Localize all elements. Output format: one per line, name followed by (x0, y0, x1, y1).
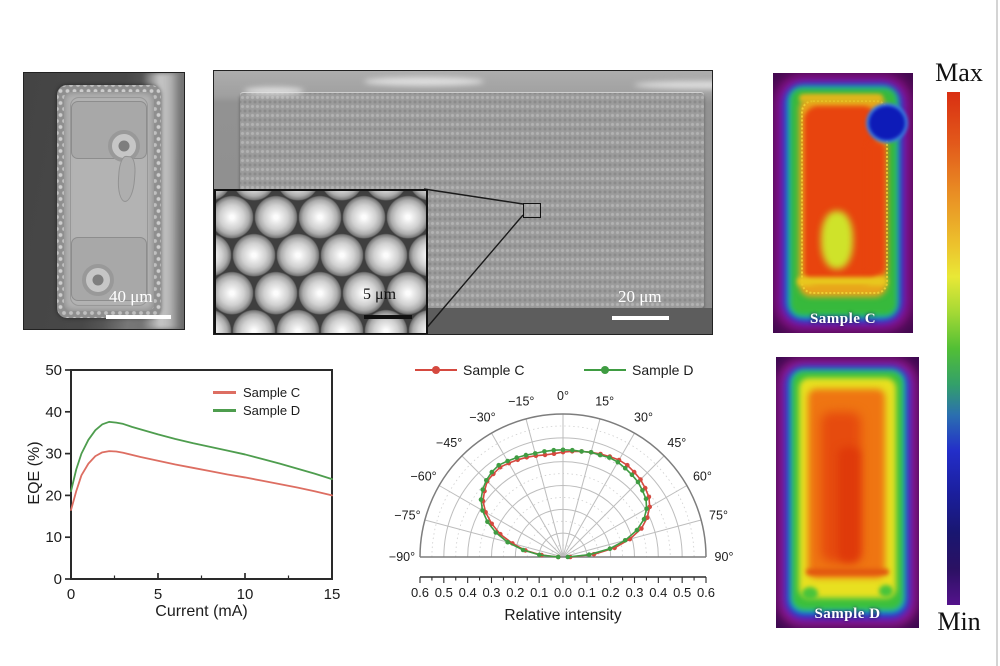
svg-text:10: 10 (237, 586, 254, 603)
eqe-y-axis-label: EQE (%) (26, 441, 43, 505)
svg-text:−30°: −30° (469, 411, 495, 425)
zoom-region-marker (523, 203, 541, 218)
polar-axis-label: Relative intensity (504, 607, 622, 624)
green-patch (879, 585, 893, 597)
svg-text:0.2: 0.2 (506, 585, 524, 600)
scale-bar (106, 315, 171, 319)
svg-text:10: 10 (45, 529, 62, 546)
polar-chart-canvas: −90° −75° −60° −45° −30° −15° 0° 15° 30° 45° 60° 75… (389, 389, 734, 600)
svg-text:0.6: 0.6 (411, 585, 429, 600)
intensity-map-sample-c: Sample C (773, 73, 913, 333)
intensity-colorbar (947, 92, 960, 605)
legend-entry-sample-d: Sample D (213, 403, 300, 418)
thermal-layer (838, 447, 860, 562)
intensity-map-sample-d: Sample D (776, 357, 919, 628)
svg-text:0.5: 0.5 (673, 585, 691, 600)
sample-c-dot (432, 366, 440, 374)
edge-highlight (244, 87, 304, 95)
svg-text:−90°: −90° (389, 550, 415, 564)
thermal-layer (868, 141, 886, 276)
thermal-band (806, 569, 889, 575)
svg-text:0.2: 0.2 (602, 585, 620, 600)
blue-low-intensity-spot (866, 103, 908, 143)
legend-entry-sample-c: Sample C (213, 385, 300, 400)
sample-c-line-swatch (415, 366, 457, 374)
sample-c-label: Sample C (809, 311, 877, 327)
sample-d-label: Sample D (814, 606, 881, 622)
eqe-chart-canvas: 0 5 10 15 0 10 20 30 40 50 (45, 362, 341, 603)
window-edge-line (996, 0, 998, 666)
thermal-band (797, 277, 887, 286)
svg-text:−45°: −45° (436, 436, 462, 450)
svg-text:90°: 90° (715, 550, 734, 564)
microlens-inset: 5 μm (214, 189, 428, 334)
radiation-pattern-chart: −90° −75° −60° −45° −30° −15° 0° 15° 30° 45° 60° 75… (385, 353, 734, 658)
svg-text:50: 50 (45, 362, 62, 379)
svg-text:5: 5 (154, 586, 162, 603)
eqe-chart: 0 5 10 15 0 10 20 30 40 50 EQE (%) Current (mA) S… (20, 355, 352, 645)
eqe-legend: Sample C Sample D (213, 385, 300, 418)
svg-text:−75°: −75° (394, 508, 420, 522)
svg-text:0: 0 (54, 571, 62, 588)
thermal-band (799, 94, 883, 102)
micro-led-device (57, 85, 161, 318)
svg-text:0°: 0° (557, 389, 569, 403)
sample-d-line-swatch (584, 366, 626, 374)
sample-d-dot (601, 366, 609, 374)
scale-bar-label: 40 μm (109, 287, 153, 306)
edge-highlight (634, 81, 712, 89)
top-contact-pad (71, 101, 147, 203)
svg-text:0.4: 0.4 (649, 585, 667, 600)
green-patch (802, 587, 818, 600)
legend-entry-sample-d: Sample D (584, 362, 693, 378)
bottom-contact-via (82, 264, 114, 296)
svg-text:0.6: 0.6 (697, 585, 715, 600)
svg-text:−60°: −60° (410, 470, 436, 484)
scale-bar (612, 316, 669, 320)
svg-text:0.1: 0.1 (578, 585, 596, 600)
scale-bar-label: 20 μm (618, 287, 662, 306)
device-outline (70, 97, 148, 306)
svg-text:0.5: 0.5 (435, 585, 453, 600)
legend-label: Sample C (243, 385, 301, 400)
svg-text:0: 0 (67, 586, 75, 603)
svg-text:20: 20 (45, 487, 62, 504)
legend-label: Sample D (243, 403, 301, 418)
svg-text:0.3: 0.3 (482, 585, 500, 600)
yellow-blob (821, 211, 853, 269)
svg-text:45°: 45° (667, 436, 686, 450)
sample-c-line-swatch (213, 391, 236, 394)
legend-label: Sample D (632, 362, 694, 378)
svg-text:0.1: 0.1 (530, 585, 548, 600)
svg-text:15°: 15° (595, 394, 614, 408)
legend-label: Sample C (463, 362, 525, 378)
edge-highlight (364, 77, 484, 86)
svg-text:15: 15 (324, 586, 341, 603)
svg-text:0.3: 0.3 (625, 585, 643, 600)
svg-text:30: 30 (45, 446, 62, 463)
colorbar-max-label: Max (935, 58, 983, 87)
eqe-x-axis-label: Current (mA) (155, 603, 248, 620)
sample-d-line-swatch (213, 409, 236, 412)
svg-text:40: 40 (45, 404, 62, 421)
sem-device-micrograph: 40 μm (23, 72, 185, 330)
bottom-contact-pad (71, 237, 147, 301)
svg-text:60°: 60° (693, 470, 712, 484)
svg-text:75°: 75° (709, 508, 728, 522)
legend-entry-sample-c: Sample C (415, 362, 524, 378)
callout-lines (423, 188, 524, 332)
sem-microlens-array-micrograph: 5 μm 20 μm (213, 70, 713, 335)
svg-text:30°: 30° (634, 411, 653, 425)
inset-scale-bar-label: 5 μm (363, 286, 397, 303)
svg-text:0.0: 0.0 (554, 585, 572, 600)
colorbar-min-label: Min (937, 607, 981, 636)
svg-text:0.4: 0.4 (459, 585, 477, 600)
inset-scale-bar (364, 315, 412, 319)
svg-text:−15°: −15° (508, 394, 534, 408)
